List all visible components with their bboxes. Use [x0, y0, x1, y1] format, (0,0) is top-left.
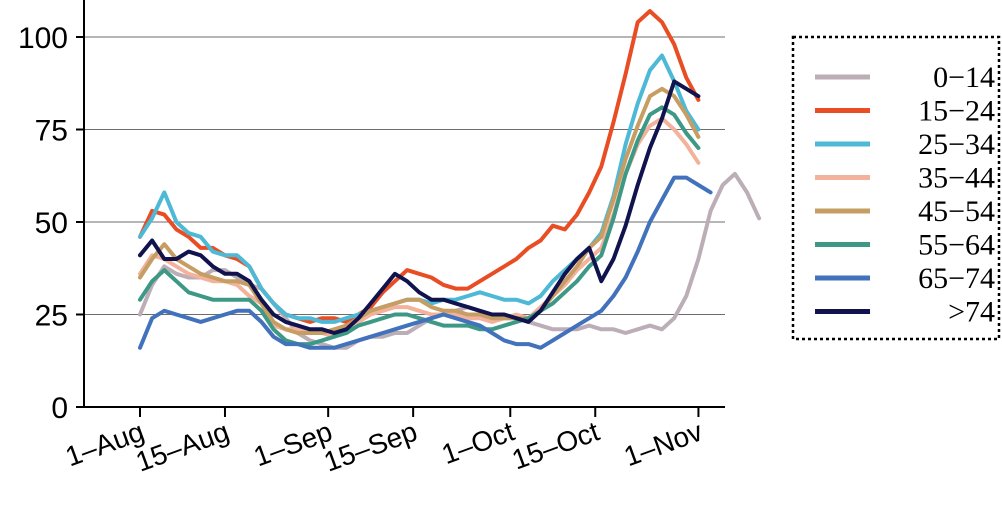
legend-box [791, 35, 1001, 341]
series-line [138, 116, 701, 339]
x-tick-label: 15–Sep [320, 416, 421, 478]
x-tick-label: 15–Aug [132, 416, 233, 478]
y-tick-label: 0 [51, 392, 68, 425]
y-axis-ticks: 0 25 50 75 100 [18, 22, 84, 425]
legend-label: 0−14 [933, 61, 995, 94]
series-line [138, 9, 701, 324]
x-tick-label: 15–Oct [508, 415, 604, 475]
series-lines [138, 9, 762, 350]
x-tick-label: 1–Sep [250, 416, 337, 473]
legend-label: >74 [948, 296, 995, 329]
y-tick-label: 100 [18, 22, 68, 55]
y-tick-label: 75 [35, 115, 68, 148]
y-tick-label: 25 [35, 300, 68, 333]
series-line [138, 79, 701, 335]
series-line [138, 105, 701, 347]
legend-label: 15−24 [918, 95, 995, 128]
x-tick-label: 1–Nov [620, 416, 707, 473]
legend-label: 55−64 [918, 229, 995, 262]
x-tick-label: 1–Aug [61, 416, 148, 473]
legend-label: 25−34 [918, 128, 995, 161]
series-line [138, 171, 762, 350]
series-line [138, 175, 713, 350]
legend-label: 35−44 [918, 162, 995, 195]
axes [83, 0, 725, 408]
series-line [138, 86, 701, 335]
x-tick-label: 1–Oct [438, 415, 519, 470]
legend-label: 45−54 [918, 195, 995, 228]
y-tick-label: 50 [35, 207, 68, 240]
legend-label: 65−74 [918, 262, 995, 295]
